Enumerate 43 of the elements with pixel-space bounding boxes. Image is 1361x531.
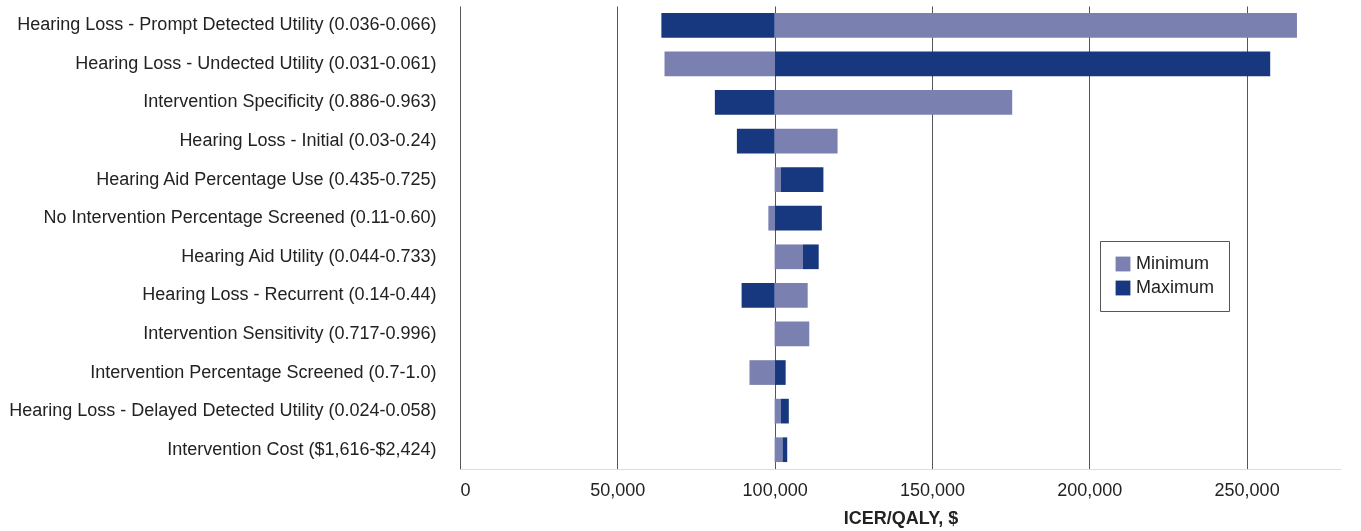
bar bbox=[768, 205, 775, 231]
bar bbox=[774, 90, 1013, 115]
bar bbox=[774, 283, 808, 308]
bar bbox=[780, 398, 789, 424]
bar bbox=[736, 128, 775, 154]
y-tick-label: Intervention Percentage Screened (0.7-1.0) bbox=[90, 361, 437, 382]
y-tick-label: Hearing Loss - Recurrent (0.14-0.44) bbox=[142, 284, 437, 305]
x-tick-label: 200,000 bbox=[1057, 479, 1123, 500]
bar bbox=[774, 244, 803, 270]
legend-label: Maximum bbox=[1136, 277, 1215, 297]
bar bbox=[774, 167, 781, 192]
x-tick-label: 0 bbox=[460, 479, 471, 500]
bar bbox=[741, 283, 775, 308]
x-tick-label: 150,000 bbox=[899, 479, 965, 500]
y-tick-label: Intervention Cost ($1,616-$2,424) bbox=[167, 438, 437, 459]
bar bbox=[774, 51, 1271, 77]
y-tick-label: Hearing Aid Utility (0.044-0.733) bbox=[181, 245, 437, 266]
bar bbox=[714, 90, 775, 115]
y-tick-label: Hearing Aid Percentage Use (0.435-0.725) bbox=[96, 168, 437, 189]
legend-label: Minimum bbox=[1136, 253, 1210, 273]
y-tick-label: Hearing Loss - Delayed Detected Utility (0.024-0.058) bbox=[9, 400, 437, 421]
bar bbox=[749, 360, 775, 385]
bar bbox=[774, 205, 822, 231]
x-tick-label: 250,000 bbox=[1214, 479, 1280, 500]
bar bbox=[774, 12, 1297, 38]
y-tick-label: Intervention Sensitivity (0.717-0.996) bbox=[143, 322, 437, 343]
bar bbox=[774, 398, 781, 424]
bar bbox=[780, 167, 824, 192]
y-tick-label: Hearing Loss - Prompt Detected Utility (0.036-0.066) bbox=[17, 14, 437, 35]
x-tick-label: 100,000 bbox=[742, 479, 808, 500]
x-tick-label: 50,000 bbox=[590, 479, 646, 500]
y-tick-label: No Intervention Percentage Screened (0.11-0.60) bbox=[43, 207, 437, 228]
bar bbox=[774, 321, 810, 347]
bar bbox=[774, 128, 838, 154]
bar bbox=[661, 12, 775, 38]
y-tick-label: Hearing Loss - Initial (0.03-0.24) bbox=[179, 130, 437, 151]
bar bbox=[774, 437, 783, 463]
bar bbox=[664, 51, 775, 77]
y-tick-label: Intervention Specificity (0.886-0.963) bbox=[143, 91, 437, 112]
x-axis-title: ICER/QALY, $ bbox=[843, 507, 959, 528]
bar bbox=[774, 360, 786, 385]
bar bbox=[802, 244, 819, 270]
y-tick-label: Hearing Loss - Undected Utility (0.031-0.061) bbox=[75, 52, 437, 73]
